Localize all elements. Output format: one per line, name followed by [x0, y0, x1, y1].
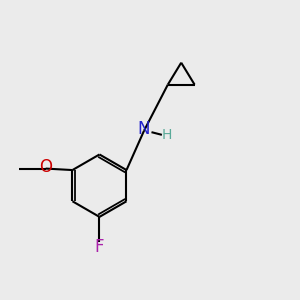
Text: O: O [39, 158, 52, 176]
Text: H: H [161, 128, 172, 142]
Text: N: N [138, 120, 150, 138]
Text: F: F [95, 238, 104, 256]
